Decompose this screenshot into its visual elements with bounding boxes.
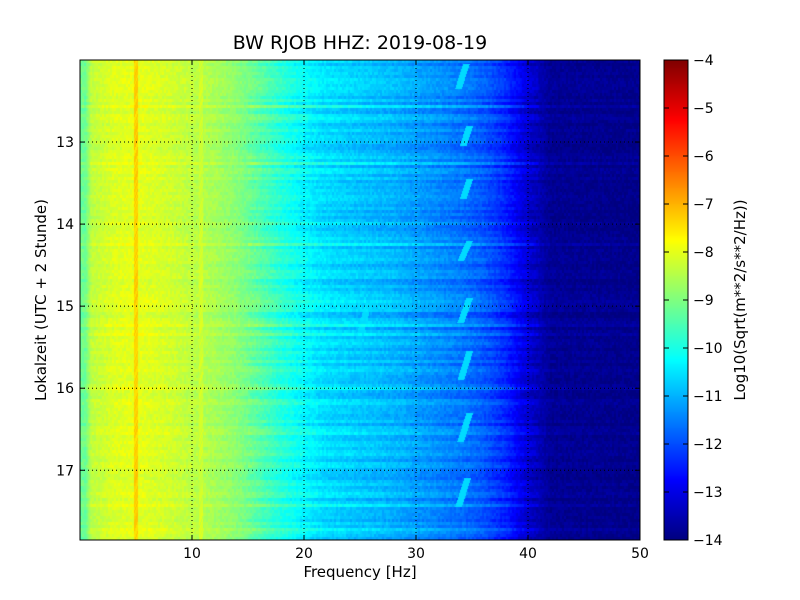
colorbar-label: Log10(Sqrt(m**2/s**2/Hz)) <box>731 199 749 400</box>
y-tick-label: 15 <box>56 299 74 315</box>
x-tick-label: 40 <box>519 546 537 562</box>
colorbar: −4 −5 −6 −7 −8 −9 −10 −11 −12 −13 −14 <box>663 53 723 549</box>
colorbar-tick-label: −5 <box>693 101 714 117</box>
colorbar-tick-label: −12 <box>693 437 723 453</box>
y-tick-label: 16 <box>56 381 74 397</box>
y-tick-label: 14 <box>56 217 74 233</box>
colorbar-tick-label: −4 <box>693 53 714 69</box>
plot-frame <box>79 59 641 541</box>
colorbar-tick-label: −10 <box>693 341 723 357</box>
colorbar-tick-label: −7 <box>693 197 714 213</box>
colorbar-tick-label: −13 <box>693 485 723 501</box>
colorbar-tick-label: −14 <box>693 533 723 549</box>
plot-area: 10 20 30 40 50 13 14 15 16 17 <box>56 59 649 562</box>
colorbar-ticks: −4 −5 −6 −7 −8 −9 −10 −11 −12 −13 −14 <box>664 53 723 549</box>
x-tick-label: 10 <box>183 546 201 562</box>
y-tick-label: 17 <box>56 463 74 479</box>
x-tick-label: 30 <box>407 546 425 562</box>
x-axis-label: Frequency [Hz] <box>303 563 416 581</box>
x-axis-ticks: 10 20 30 40 50 <box>183 60 649 562</box>
y-axis-label: Lokalzeit (UTC + 2 Stunde) <box>32 199 50 401</box>
y-tick-label: 13 <box>56 135 74 151</box>
colorbar-tick-label: −9 <box>693 293 714 309</box>
colorbar-tick-label: −6 <box>693 149 714 165</box>
grid-lines <box>80 60 640 540</box>
y-axis-ticks: 13 14 15 16 17 <box>56 135 640 479</box>
colorbar-tick-label: −8 <box>693 245 714 261</box>
chart-title: BW RJOB HHZ: 2019-08-19 <box>233 32 487 54</box>
spectrogram-heatmap <box>80 60 640 540</box>
colorbar-tick-label: −11 <box>693 389 723 405</box>
x-tick-label: 50 <box>631 546 649 562</box>
x-tick-label: 20 <box>295 546 313 562</box>
